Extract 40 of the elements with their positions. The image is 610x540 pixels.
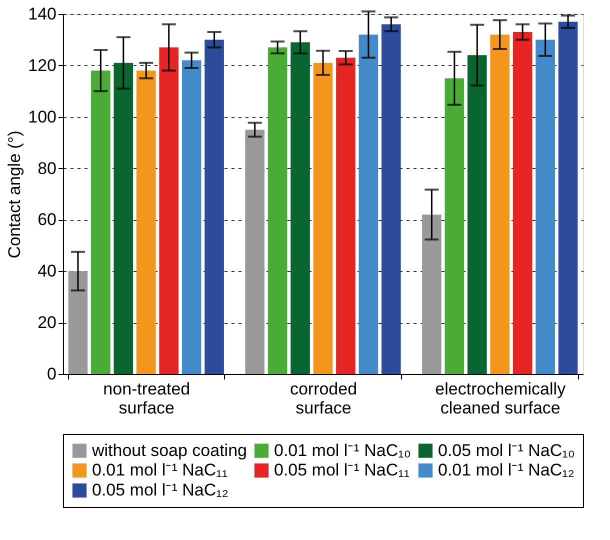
y-tick-label: 140 bbox=[28, 4, 56, 24]
bar bbox=[136, 70, 156, 374]
bar bbox=[204, 40, 224, 374]
legend-label: 0.01 mol l⁻¹ NaC₁₂ bbox=[438, 460, 574, 480]
x-tick-label: non-treated surface bbox=[103, 380, 190, 418]
bar bbox=[558, 22, 578, 374]
legend-label: 0.05 mol l⁻¹ NaC₁₁ bbox=[274, 460, 410, 480]
bar bbox=[358, 34, 378, 374]
bar bbox=[159, 47, 179, 374]
legend-label: 0.05 mol l⁻¹ NaC₁₀ bbox=[438, 440, 575, 460]
bar bbox=[313, 62, 333, 374]
bar bbox=[422, 214, 442, 374]
y-tick-label: 40 bbox=[38, 262, 56, 281]
bar bbox=[444, 78, 464, 374]
legend-label: 0.05 mol l⁻¹ NaC₁₂ bbox=[92, 480, 228, 500]
y-tick-label: 60 bbox=[38, 210, 56, 230]
bar bbox=[382, 24, 401, 374]
legend-label: 0.01 mol l⁻¹ NaC₁₀ bbox=[274, 440, 411, 460]
bar bbox=[182, 60, 202, 374]
bar bbox=[536, 40, 555, 374]
bar bbox=[114, 62, 134, 374]
y-tick-label: 0 bbox=[47, 364, 56, 384]
bar bbox=[91, 70, 110, 374]
bar bbox=[336, 58, 356, 374]
y-tick-label: 80 bbox=[38, 158, 56, 178]
y-tick-label: 100 bbox=[28, 107, 56, 126]
y-tick-label: 120 bbox=[28, 56, 56, 75]
bar bbox=[467, 55, 487, 374]
x-tick-label: corroded surface bbox=[290, 380, 358, 418]
bar bbox=[68, 271, 88, 374]
y-axis-title: Contact angle (°) bbox=[5, 130, 24, 258]
bar bbox=[490, 34, 510, 374]
legend-label: 0.01 mol l⁻¹ NaC₁₁ bbox=[92, 460, 228, 480]
bar bbox=[268, 47, 288, 374]
bar bbox=[290, 42, 310, 374]
bar bbox=[512, 32, 532, 374]
legend-label: without soap coating bbox=[91, 440, 247, 460]
x-tick-label: electrochemically cleaned surface bbox=[435, 380, 566, 418]
bar bbox=[245, 130, 264, 374]
y-tick-label: 20 bbox=[38, 313, 56, 332]
